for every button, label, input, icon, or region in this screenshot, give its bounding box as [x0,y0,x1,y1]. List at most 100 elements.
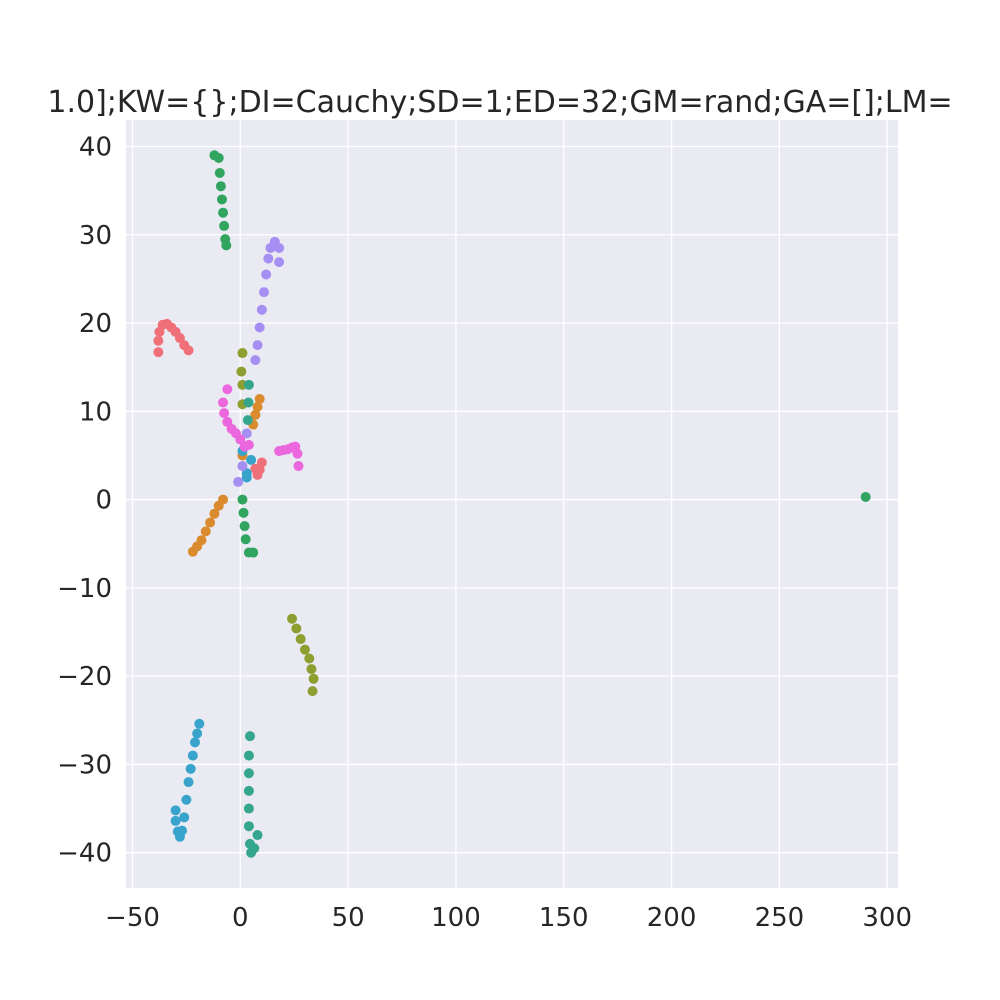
data-point [250,409,261,420]
data-point [241,428,252,439]
data-point [237,348,248,359]
y-tick-label: 40 [79,132,112,162]
data-point [308,673,319,684]
x-tick-label: 150 [539,903,589,933]
data-point [261,269,272,280]
data-point [860,491,871,502]
data-point [292,448,303,459]
data-point [274,243,285,253]
data-point [248,547,259,558]
data-point [219,408,230,419]
data-point [233,476,244,487]
data-point [190,737,201,748]
data-point [243,785,254,796]
data-point [243,803,254,814]
x-axis-ticks: −50 0 50 100 150 200 250 300 [105,903,912,933]
data-point [274,257,285,268]
data-point [216,194,227,205]
data-point [263,253,274,264]
data-point [200,526,211,537]
y-tick-label: −30 [57,750,112,780]
y-tick-label: 0 [95,486,112,516]
data-point [192,728,203,739]
series-5 [170,446,257,842]
data-point [215,181,226,192]
data-point [181,794,192,805]
data-point [307,686,318,697]
chart-title: 1.0];KW={};DI=Cauchy;SD=1;ED=32;GM=rand;… [47,85,952,120]
data-point [241,472,252,483]
data-point [221,240,232,251]
data-point [153,347,164,358]
data-point [177,825,188,836]
data-point [218,207,229,218]
x-tick-label: 100 [431,903,481,933]
data-point [205,517,216,528]
data-point [239,521,250,532]
data-point [153,335,164,346]
data-point [243,379,254,390]
y-axis-ticks: −40 −30 −20 −10 0 10 20 30 40 [57,132,112,868]
y-tick-label: −40 [57,839,112,869]
series-2 [236,348,319,697]
data-point [243,439,254,450]
data-point [218,397,229,408]
y-tick-label: −10 [57,574,112,604]
data-point [183,777,194,788]
x-tick-label: −50 [105,903,160,933]
x-tick-label: 300 [862,903,912,933]
data-point [246,454,257,465]
data-point [254,393,265,404]
data-point [252,830,263,841]
data-point [236,366,247,377]
data-point [222,384,233,395]
data-point [252,340,263,351]
data-point [243,821,254,832]
data-point [252,401,263,412]
data-point [293,461,304,472]
x-tick-label: 200 [647,903,697,933]
data-point [291,623,302,634]
y-tick-label: 30 [79,221,112,251]
data-point [243,768,254,779]
data-point [218,494,229,505]
series-7 [218,384,304,472]
data-point [194,718,205,729]
series-4 [242,379,263,858]
data-point [242,415,253,426]
y-tick-label: 20 [79,309,112,339]
data-point [243,750,254,761]
y-tick-label: 10 [79,397,112,427]
data-point [179,812,190,823]
data-point [209,508,220,519]
data-point [250,463,261,474]
data-point [299,644,310,655]
y-tick-label: −20 [57,662,112,692]
data-point [306,664,317,675]
data-point [256,304,267,315]
data-point [249,843,260,854]
x-tick-label: 250 [755,903,805,933]
data-point [304,653,315,664]
data-point [243,397,254,408]
data-point [185,763,196,774]
data-point [187,750,198,761]
data-point [240,534,251,545]
data-point [170,805,181,816]
data-point [213,152,224,163]
data-point [183,345,194,356]
data-point [170,815,181,826]
x-tick-label: 0 [232,903,249,933]
data-point [237,461,248,472]
data-point [250,355,261,366]
series-1 [187,393,265,557]
plot-area [126,120,898,888]
series-3 [209,150,871,558]
series-0 [153,318,267,480]
data-point [259,287,270,298]
data-point [287,613,298,624]
data-point [254,322,265,333]
data-point [237,494,248,505]
series-6 [233,236,285,487]
